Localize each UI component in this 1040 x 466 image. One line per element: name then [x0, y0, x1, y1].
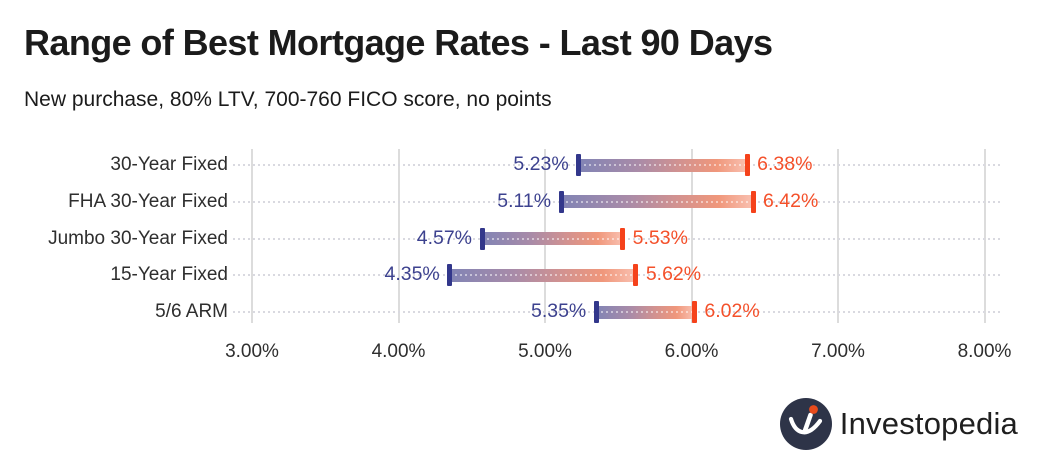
low-end-tick — [558, 190, 564, 213]
x-gridline — [397, 149, 400, 323]
chart-subtitle: New purchase, 80% LTV, 700-760 FICO scor… — [24, 88, 552, 111]
x-gridline — [983, 149, 986, 323]
high-end-tick — [691, 301, 697, 323]
high-end-tick — [633, 264, 639, 287]
x-axis-tick-label: 5.00% — [518, 341, 572, 362]
logo-text: Investopedia — [839, 406, 1018, 441]
high-value-label: 5.62% — [645, 263, 702, 286]
high-value-label: 6.02% — [704, 300, 760, 322]
category-label: FHA 30-Year Fixed — [68, 190, 228, 212]
high-end-tick — [750, 190, 756, 213]
range-bar — [561, 195, 754, 209]
low-value-label: 4.35% — [384, 263, 440, 286]
high-value-label: 5.53% — [632, 226, 688, 249]
low-value-label: 5.23% — [513, 153, 569, 175]
investopedia-i-icon — [779, 398, 832, 450]
low-end-tick — [479, 227, 485, 250]
category-label: 30-Year Fixed — [110, 154, 228, 175]
investopedia-logo: Investopedia — [779, 396, 1018, 452]
range-bar — [596, 305, 695, 319]
high-value-label: 6.42% — [763, 189, 819, 212]
x-axis-tick-label: 6.00% — [664, 341, 719, 362]
x-gridline — [251, 149, 253, 323]
category-label: 15-Year Fixed — [110, 264, 228, 286]
low-value-label: 5.11% — [497, 189, 552, 212]
x-axis-tick-label: 7.00% — [811, 341, 865, 362]
range-bar — [449, 268, 636, 282]
high-end-tick — [744, 154, 750, 176]
range-bar — [578, 158, 748, 172]
x-axis-tick-label: 4.00% — [371, 341, 426, 362]
x-gridline — [690, 149, 693, 323]
x-gridline — [837, 149, 839, 323]
low-value-label: 5.35% — [530, 300, 587, 322]
chart-title: Range of Best Mortgage Rates - Last 90 D… — [24, 22, 773, 63]
category-label: Jumbo 30-Year Fixed — [48, 227, 228, 249]
x-axis-tick-label: 3.00% — [225, 341, 279, 362]
low-end-tick — [576, 154, 582, 176]
low-end-tick — [593, 301, 599, 323]
range-bar — [482, 232, 623, 245]
low-value-label: 4.57% — [416, 226, 473, 249]
x-axis-tick-label: 8.00% — [957, 341, 1012, 362]
high-end-tick — [620, 227, 626, 250]
category-label: 5/6 ARM — [155, 301, 228, 322]
high-value-label: 6.38% — [757, 153, 813, 175]
low-end-tick — [447, 264, 453, 287]
